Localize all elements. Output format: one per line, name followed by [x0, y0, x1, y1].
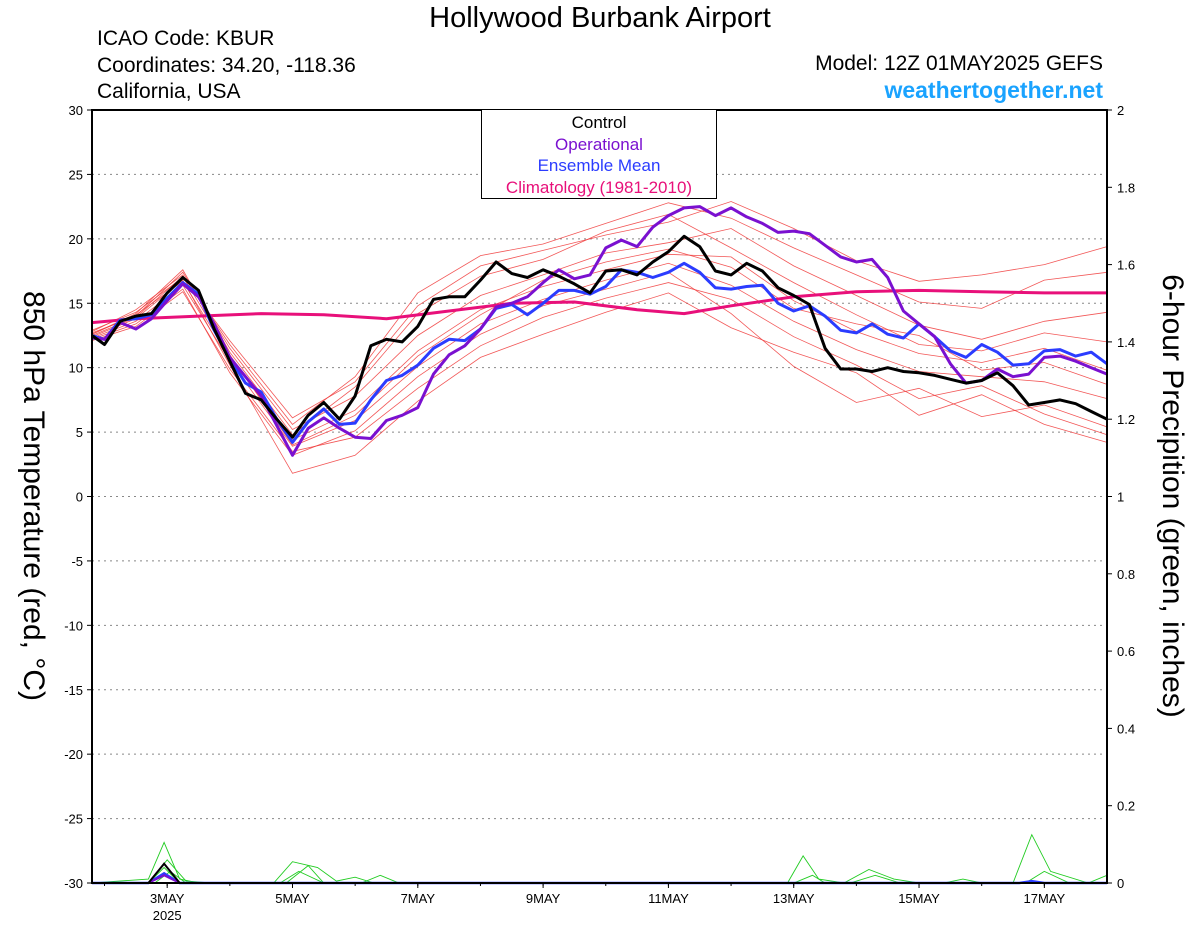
legend-operational: Operational: [555, 134, 643, 154]
y-tick-label: 5: [76, 425, 83, 440]
ensemble-member-line: [91, 201, 1108, 419]
control-line: [91, 234, 1108, 439]
axes: [87, 109, 1112, 888]
y-tick-label: -10: [64, 618, 83, 633]
x-tick-label: 9MAY: [526, 891, 561, 906]
x-tick-label: 13MAY: [773, 891, 815, 906]
ensemble-member-line: [91, 279, 1108, 474]
precip-member-line: [92, 870, 1107, 884]
main-series: [91, 205, 1108, 457]
page-title: Hollywood Burbank Airport: [429, 2, 771, 34]
x-tick-label: 11MAY: [648, 891, 689, 906]
ensemble-member-line: [91, 271, 1108, 456]
y2-tick-label: 1.2: [1117, 412, 1135, 427]
ensemble-members: [91, 201, 1108, 474]
x-tick-label: 7MAY: [401, 891, 436, 906]
y-tick-label: 0: [76, 490, 83, 505]
y-tick-label: 15: [69, 296, 83, 311]
legend-climatology: Climatology (1981-2010): [505, 177, 693, 197]
plot-frame: [91, 109, 1108, 884]
icao-code: ICAO Code: KBUR: [97, 27, 275, 50]
y-tick-label: -20: [64, 747, 83, 762]
precip-control-line: [92, 862, 1107, 884]
legend-ensemble-mean: Ensemble Mean: [537, 156, 661, 175]
precipitation-series: [91, 833, 1108, 885]
location: California, USA: [97, 80, 241, 103]
y-tick-label: -15: [64, 683, 83, 698]
y2-tick-label: 0.4: [1117, 721, 1135, 736]
precip-ensemble-mean-line: [92, 871, 1107, 885]
y2-tick-label: 1.4: [1117, 335, 1135, 350]
ensemble-member-line: [91, 228, 1108, 431]
y-tick-label: 25: [69, 167, 83, 182]
precip-member-line: [91, 833, 1108, 884]
coordinates: Coordinates: 34.20, -118.36: [97, 54, 356, 77]
y2-tick-label: 0: [1117, 876, 1124, 891]
y2-tick-label: 0.8: [1117, 567, 1135, 582]
y-tick-label: 30: [69, 103, 83, 118]
legend-control: Control: [571, 113, 627, 132]
y2-tick-label: 0.2: [1117, 799, 1135, 814]
ensemble-member-line: [91, 282, 1108, 452]
tick-labels: -30-25-20-15-10-505101520253000.20.40.60…: [64, 103, 1135, 923]
operational-line: [91, 205, 1108, 457]
legend: Control Operational Ensemble Mean Climat…: [481, 109, 717, 199]
x-tick-label: 17MAY: [1024, 891, 1066, 906]
ensemble-member-line: [91, 213, 1108, 436]
ensemble-member-line: [91, 202, 1108, 425]
grid-lines: [92, 173, 1107, 820]
precip-member-line: [92, 859, 982, 884]
x-tick-label: 3MAY: [150, 891, 185, 906]
x-tick-label: 15MAY: [898, 891, 940, 906]
y2-tick-label: 2: [1117, 103, 1124, 118]
y2-tick-label: 1.6: [1117, 258, 1135, 273]
y-tick-label: 20: [69, 232, 83, 247]
y-tick-label: -25: [64, 812, 83, 827]
x-tick-sublabel: 2025: [153, 908, 182, 923]
climatology-line: [91, 288, 1107, 325]
y-tick-label: -5: [71, 554, 83, 569]
y-tick-label: -30: [64, 876, 83, 891]
y2-tick-label: 1: [1117, 490, 1124, 505]
y2-tick-label: 0.6: [1117, 644, 1135, 659]
x-tick-label: 5MAY: [275, 891, 310, 906]
site-link[interactable]: weathertogether.net: [884, 77, 1103, 103]
model-run: Model: 12Z 01MAY2025 GEFS: [815, 52, 1103, 75]
y-tick-label: 10: [69, 361, 83, 376]
y2-tick-label: 1.8: [1117, 180, 1135, 195]
